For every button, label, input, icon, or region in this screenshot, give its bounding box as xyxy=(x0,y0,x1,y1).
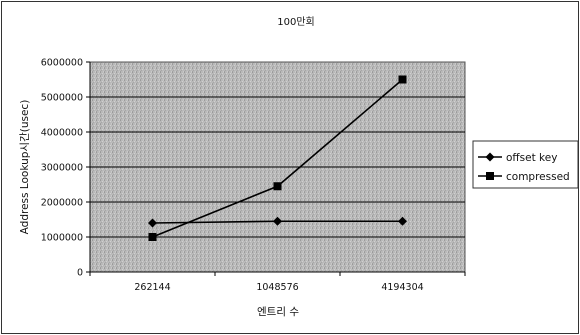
legend-box xyxy=(472,140,579,189)
y-tick-label: 6000000 xyxy=(41,58,83,69)
y-tick-label: 0 xyxy=(77,268,83,279)
data-point xyxy=(273,216,282,226)
data-point xyxy=(148,233,157,241)
data-point xyxy=(398,75,407,84)
data-point xyxy=(398,216,407,226)
series-group xyxy=(148,75,407,241)
legend-entry: offset key xyxy=(478,152,557,164)
legend-items: offset key compressed xyxy=(478,152,570,183)
x-axis-ticks: 262144 1048576 4194304 xyxy=(89,272,466,293)
y-tick-label: 4000000 xyxy=(41,128,83,139)
legend-marker xyxy=(485,152,495,162)
series-offset-key xyxy=(148,216,407,228)
series-compressed xyxy=(148,75,407,241)
legend-entry: compressed xyxy=(478,171,570,183)
x-tick-label: 4194304 xyxy=(381,282,423,293)
y-tick-label: 5000000 xyxy=(41,93,83,104)
y-tick-label: 1000000 xyxy=(41,233,83,244)
y-tick-label: 2000000 xyxy=(41,198,83,209)
data-point xyxy=(148,218,157,228)
legend-label: offset key xyxy=(506,152,557,164)
legend-marker xyxy=(486,172,494,180)
y-tick-label: 3000000 xyxy=(41,163,83,174)
x-tick-label: 262144 xyxy=(134,282,170,293)
x-axis-title: 엔트리 수 xyxy=(257,306,299,318)
y-axis-ticks: 0 1000000 2000000 3000000 4000000 5000000 6000… xyxy=(41,58,90,279)
data-point xyxy=(273,182,282,191)
legend: offset key compressed xyxy=(472,140,579,189)
x-tick-label: 1048576 xyxy=(256,282,298,293)
chart-title: 100만회 xyxy=(277,16,315,28)
legend-label: compressed xyxy=(506,171,570,183)
y-axis-title: Address Lookup시간(usec) xyxy=(19,100,31,235)
